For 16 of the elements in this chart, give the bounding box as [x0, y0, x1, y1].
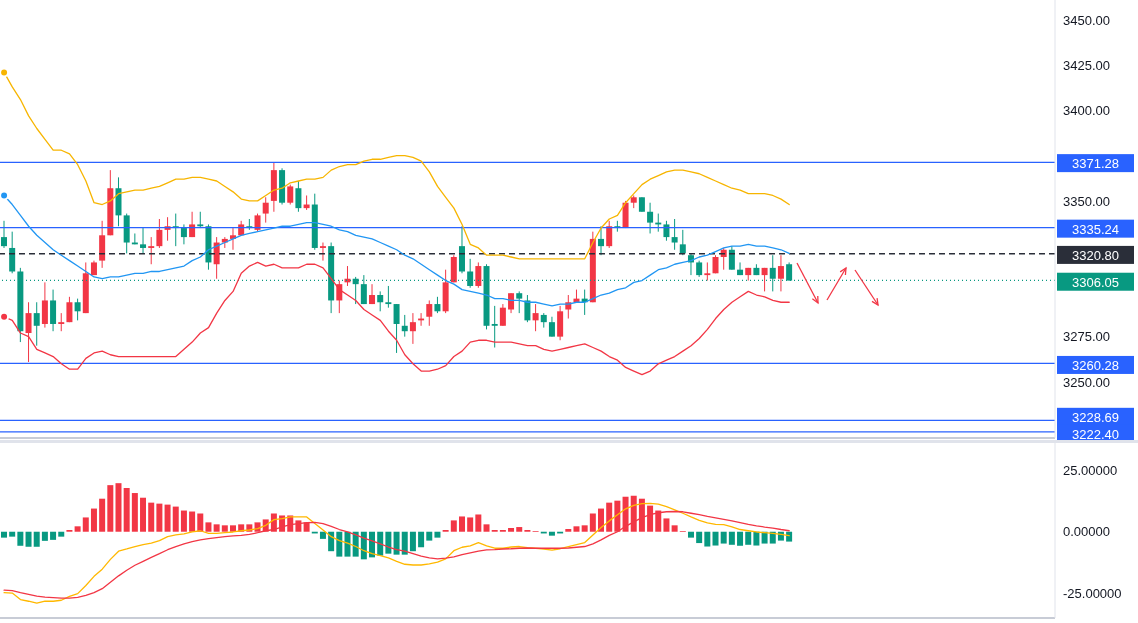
ref-line-label: 3320.80	[1072, 247, 1119, 263]
y-tick-label: 3350.00	[1063, 193, 1110, 209]
y-tick-label: 25.00000	[1063, 462, 1118, 478]
y-tick-label: 3425.00	[1063, 57, 1110, 73]
y-tick-label: 3450.00	[1063, 12, 1110, 28]
ref-line-label: 3260.28	[1072, 357, 1119, 373]
ref-line-label: 3371.28	[1072, 156, 1119, 172]
ref-line-label: 3306.05	[1072, 274, 1119, 290]
y-tick-label: 3400.00	[1063, 103, 1110, 119]
y-tick-label: 0.00000	[1063, 524, 1110, 540]
ref-line-label: 3222.40	[1072, 426, 1119, 442]
y-tick-label: 3250.00	[1063, 374, 1110, 390]
ref-line-label: 3335.24	[1072, 221, 1119, 237]
y-tick-label: 3275.00	[1063, 329, 1110, 345]
ref-line-label: 3228.69	[1072, 409, 1119, 425]
y-tick-label: -25.00000	[1063, 585, 1122, 601]
